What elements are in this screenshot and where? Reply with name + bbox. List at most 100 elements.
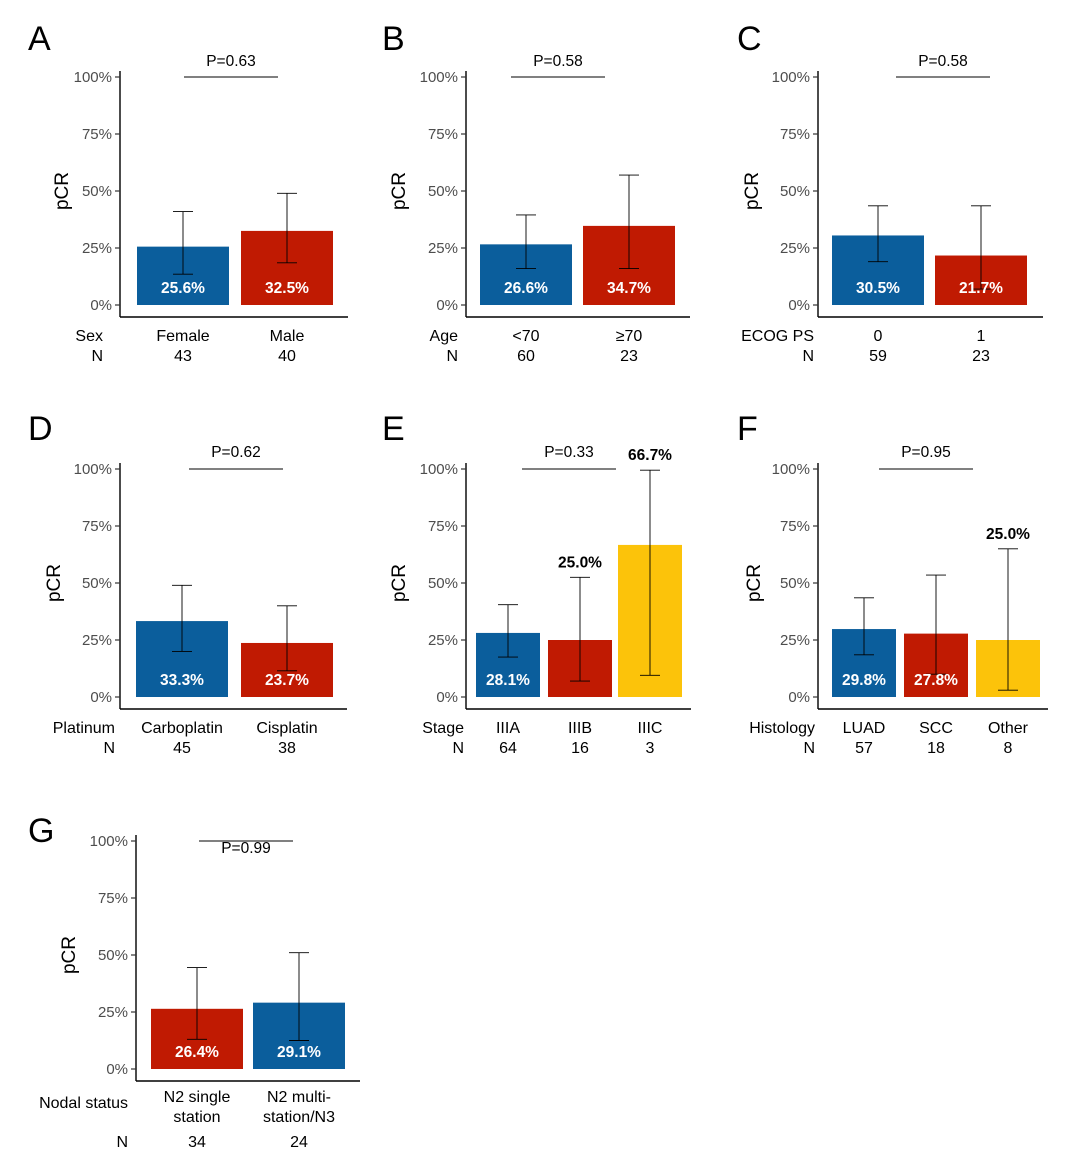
y-tick-label: 50% xyxy=(780,183,810,200)
row-label-group: Sex xyxy=(75,328,103,345)
x-tick-label: 0 xyxy=(874,328,883,345)
n-count: 60 xyxy=(517,348,535,365)
panel-c: C 0% 25% 50% 75% 100% pCR 30.5% 21.7% P=0.58 ECOG … xyxy=(737,20,1043,365)
row-label-n: N xyxy=(91,348,103,365)
n-count: 24 xyxy=(290,1134,308,1151)
x-tick-label: Male xyxy=(270,328,305,345)
y-tick-label: 25% xyxy=(428,632,458,649)
n-count: 3 xyxy=(646,740,655,757)
y-tick-label: 100% xyxy=(420,461,458,478)
data-label: 29.1% xyxy=(277,1044,321,1061)
n-count: 45 xyxy=(173,740,191,757)
y-tick-label: 100% xyxy=(74,69,112,86)
y-tick-label: 25% xyxy=(82,240,112,257)
n-count: 40 xyxy=(278,348,296,365)
y-tick-label: 25% xyxy=(428,240,458,257)
y-axis-title: pCR xyxy=(742,172,763,210)
data-label: 34.7% xyxy=(607,280,651,297)
y-tick-label: 25% xyxy=(780,240,810,257)
y-tick-label: 50% xyxy=(428,183,458,200)
pvalue-label: P=0.63 xyxy=(206,53,256,70)
panel-a: A 0% 25% 50% 75% 100% pCR 25.6% 32.5% P=0.63 Sex N F… xyxy=(28,20,348,365)
row-label-group: Platinum xyxy=(53,720,115,737)
y-tick-label: 75% xyxy=(780,126,810,143)
y-tick-label: 0% xyxy=(436,689,458,706)
y-axis-title: pCR xyxy=(744,564,765,602)
pvalue-label: P=0.62 xyxy=(211,444,261,461)
y-tick-label: 50% xyxy=(98,947,128,964)
y-tick-label: 50% xyxy=(82,575,112,592)
y-tick-label: 0% xyxy=(436,297,458,314)
data-label: 27.8% xyxy=(914,672,958,689)
x-tick-label: IIIC xyxy=(638,720,663,737)
data-label: 30.5% xyxy=(856,280,900,297)
y-tick-label: 0% xyxy=(106,1061,128,1078)
x-tick-label: Other xyxy=(988,720,1029,737)
pvalue-label: P=0.99 xyxy=(221,840,271,857)
panel-e: E 0% 25% 50% 75% 100% pCR 28.1% 25.0% 66.7% P=0.33… xyxy=(382,410,691,757)
n-count: 59 xyxy=(869,348,887,365)
y-tick-label: 75% xyxy=(82,518,112,535)
y-tick-label: 50% xyxy=(780,575,810,592)
data-label: 28.1% xyxy=(486,672,530,689)
row-label-n: N xyxy=(803,740,815,757)
y-tick-label: 0% xyxy=(90,297,112,314)
n-count: 64 xyxy=(499,740,517,757)
pvalue-label: P=0.33 xyxy=(544,444,594,461)
data-label: 26.6% xyxy=(504,280,548,297)
data-label: 25.0% xyxy=(558,554,602,571)
x-tick-label: Cisplatin xyxy=(256,720,317,737)
panel-d: D 0% 25% 50% 75% 100% pCR 33.3% 23.7% P=0.62 Plati… xyxy=(28,410,347,757)
y-tick-label: 50% xyxy=(428,575,458,592)
n-count: 34 xyxy=(188,1134,206,1151)
panel-letter: E xyxy=(382,410,405,448)
panel-f: F 0% 25% 50% 75% 100% pCR 29.8% 27.8% 25.0% P=0.95… xyxy=(737,410,1048,757)
y-tick-label: 75% xyxy=(82,126,112,143)
panel-letter: B xyxy=(382,20,405,58)
panel-letter: G xyxy=(28,812,54,850)
n-count: 23 xyxy=(620,348,638,365)
data-label: 33.3% xyxy=(160,672,204,689)
y-tick-label: 100% xyxy=(74,461,112,478)
data-label: 25.0% xyxy=(986,526,1030,543)
x-tick-label: IIIA xyxy=(496,720,520,737)
row-label-n: N xyxy=(802,348,814,365)
x-tick-label-line: station xyxy=(173,1109,220,1126)
y-axis-title: pCR xyxy=(389,564,410,602)
data-label: 29.8% xyxy=(842,672,886,689)
y-tick-label: 0% xyxy=(788,689,810,706)
n-count: 23 xyxy=(972,348,990,365)
y-axis-title: pCR xyxy=(44,564,65,602)
pvalue-label: P=0.58 xyxy=(533,53,583,70)
n-count: 43 xyxy=(174,348,192,365)
y-tick-label: 0% xyxy=(90,689,112,706)
x-tick-label-line: station/N3 xyxy=(263,1109,335,1126)
x-tick-label: N2 single station xyxy=(164,1089,231,1126)
x-tick-label: LUAD xyxy=(843,720,886,737)
data-label: 23.7% xyxy=(265,672,309,689)
x-tick-label: <70 xyxy=(512,328,539,345)
y-tick-label: 100% xyxy=(420,69,458,86)
data-label: 66.7% xyxy=(628,447,672,464)
data-label: 32.5% xyxy=(265,280,309,297)
y-tick-label: 100% xyxy=(772,461,810,478)
row-label-n: N xyxy=(452,740,464,757)
panel-letter: F xyxy=(737,410,758,448)
row-label-n: N xyxy=(116,1134,128,1151)
data-label: 26.4% xyxy=(175,1044,219,1061)
y-axis-title: pCR xyxy=(59,936,80,974)
y-axis-title: pCR xyxy=(389,172,410,210)
row-label-group: Histology xyxy=(749,720,815,737)
x-tick-label: IIIB xyxy=(568,720,592,737)
data-label: 25.6% xyxy=(161,280,205,297)
y-tick-label: 75% xyxy=(98,890,128,907)
x-tick-label: Carboplatin xyxy=(141,720,223,737)
y-tick-label: 75% xyxy=(428,126,458,143)
x-tick-label: Female xyxy=(156,328,209,345)
y-tick-label: 0% xyxy=(788,297,810,314)
pvalue-label: P=0.58 xyxy=(918,53,968,70)
n-count: 16 xyxy=(571,740,589,757)
panel-letter: D xyxy=(28,410,53,448)
x-tick-label-line: N2 multi- xyxy=(267,1089,331,1106)
